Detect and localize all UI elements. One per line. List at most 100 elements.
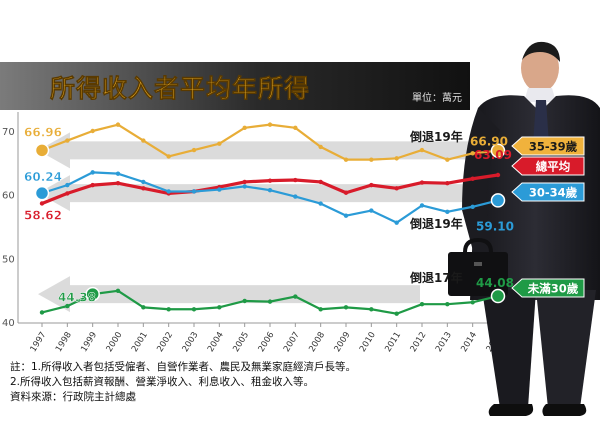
legend-tag-2: 總平均 xyxy=(511,156,585,176)
series-1-point xyxy=(343,157,349,162)
series-1-point xyxy=(419,147,425,153)
arrow-band-2 xyxy=(38,175,470,212)
series-1-callout: 倒退19年 xyxy=(409,129,463,144)
arrow-band-3 xyxy=(38,276,420,313)
series-2-point xyxy=(141,186,146,191)
legend-label: 35-39歲 xyxy=(529,140,578,154)
y-tick-label: 70 xyxy=(2,127,15,138)
chart-title: 所得收入者平均年所得 xyxy=(50,74,310,103)
x-tick-label: 2004 xyxy=(206,330,226,354)
series-2-point xyxy=(470,176,475,181)
x-tick-label: 2007 xyxy=(282,330,302,354)
legend-label: 未滿30歲 xyxy=(527,282,579,296)
series-2-start-label: 58.62 xyxy=(24,208,62,222)
series-1-point xyxy=(369,157,374,162)
series-4-point xyxy=(217,305,222,310)
legend-label: 總平均 xyxy=(536,160,571,174)
series-2-point xyxy=(39,201,45,206)
series-2-point xyxy=(267,178,273,183)
series-3-point xyxy=(293,194,298,199)
series-3-end-label: 59.10 xyxy=(476,219,514,233)
x-tick-label: 2000 xyxy=(105,330,125,354)
series-2-point xyxy=(115,181,121,186)
y-axis-ticks: 40 50 60 70 xyxy=(2,127,15,329)
series-1-point xyxy=(115,122,121,127)
series-4-point xyxy=(445,301,450,307)
series-1-point xyxy=(242,125,247,131)
series-4-point xyxy=(242,298,247,304)
footnote-1: 註：1.所得收入者包括受僱者、自營作業者、農民及無業家庭經濟戶長等。 xyxy=(10,361,357,373)
series-4-point xyxy=(394,311,399,316)
series-1-point xyxy=(217,141,222,146)
legend-tag-1: 35-39歲 xyxy=(511,136,585,156)
series-4-point xyxy=(39,310,45,315)
series-3-highlight xyxy=(490,193,506,208)
series-2-point xyxy=(293,177,298,183)
series-1-point xyxy=(141,138,146,143)
series-4-point xyxy=(369,307,374,312)
series-4-point xyxy=(115,288,121,294)
series-1-point xyxy=(318,144,323,150)
series-1-point xyxy=(293,125,298,131)
series-3-point xyxy=(343,213,349,218)
series-4-point xyxy=(166,307,171,312)
x-tick-label: 2008 xyxy=(307,330,327,354)
series-4-point xyxy=(267,299,273,304)
series-1-start-label: 66.96 xyxy=(24,125,62,139)
series-3-point xyxy=(90,170,95,175)
series-1-point xyxy=(445,157,450,162)
series-3-point xyxy=(470,204,475,209)
series-2-point xyxy=(445,181,450,186)
x-tick-label: 2006 xyxy=(257,330,277,354)
series-2-point xyxy=(90,182,95,188)
unit-label: 單位：萬元 xyxy=(412,91,462,104)
title-band xyxy=(0,62,470,110)
x-tick-label: 2013 xyxy=(434,330,454,354)
x-tick-label: 2009 xyxy=(333,330,353,354)
data-source: 資料來源：行政院主計總處 xyxy=(10,391,136,403)
series-4-highlight xyxy=(490,288,506,304)
series-3-callout: 倒退19年 xyxy=(409,216,463,231)
arrow-band-1 xyxy=(38,132,470,169)
x-tick-label: 2014 xyxy=(459,330,479,354)
x-tick-label: 2011 xyxy=(383,330,403,354)
series-2-end-label: 63.09 xyxy=(474,148,512,162)
series-4-point xyxy=(65,303,70,309)
series-1-highlight xyxy=(34,143,50,158)
y-tick-label: 50 xyxy=(2,254,15,265)
series-2-point xyxy=(242,179,247,185)
series-2-point xyxy=(65,191,70,196)
series-4-point xyxy=(318,307,323,312)
series-2-point xyxy=(394,186,399,191)
arrow-bands xyxy=(38,132,470,313)
series-1-point xyxy=(166,154,171,159)
footnote-2: 2.所得收入包括薪資報酬、營業淨收入、利息收入、租金收入等。 xyxy=(10,376,315,388)
series-3-point xyxy=(141,179,146,185)
series-1-point xyxy=(90,128,95,134)
series-3-point xyxy=(419,203,425,208)
series-3-point xyxy=(318,201,323,206)
series-3-highlight xyxy=(34,185,50,201)
series-1-end-label: 66.90 xyxy=(470,135,508,149)
y-tick-label: 60 xyxy=(2,191,15,202)
series-3-start-label: 60.24 xyxy=(24,170,62,184)
series-2-point xyxy=(495,172,501,178)
series-3-point xyxy=(394,220,399,225)
x-tick-label: 2003 xyxy=(181,330,201,354)
series-3-point xyxy=(191,189,197,194)
series-4-callout: 倒退17年 xyxy=(409,270,463,285)
series-1-point xyxy=(394,156,399,161)
series-4-highlight xyxy=(85,286,100,302)
series-3-point xyxy=(65,182,70,188)
series-1-point xyxy=(470,151,475,156)
series-3-point xyxy=(369,208,374,213)
series-3-point xyxy=(242,184,247,189)
series-3-point xyxy=(217,187,222,192)
series-4-start-label: 44.38 xyxy=(58,290,96,304)
series-3-point xyxy=(115,171,121,176)
series-2-point xyxy=(318,179,323,185)
x-tick-label: 1998 xyxy=(54,330,74,354)
y-tick-label: 40 xyxy=(2,318,15,329)
